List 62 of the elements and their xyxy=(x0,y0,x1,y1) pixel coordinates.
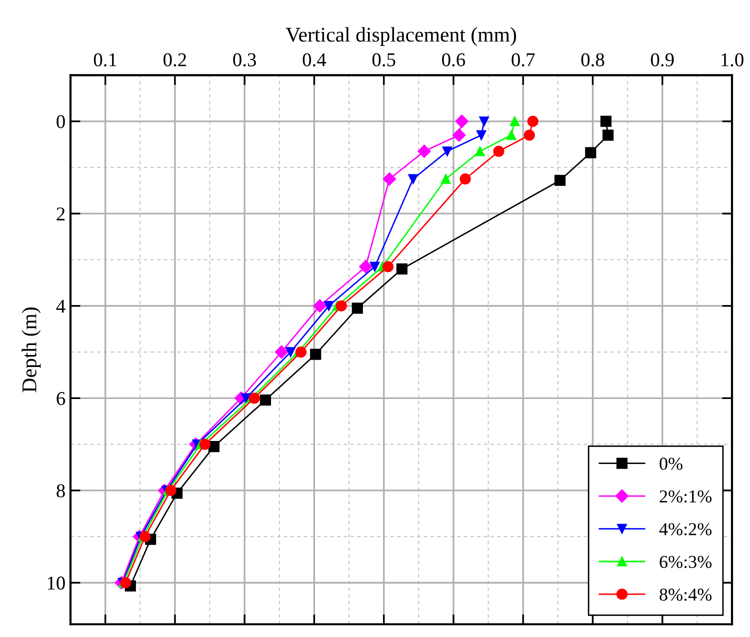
point xyxy=(336,300,347,312)
point xyxy=(475,146,485,156)
point xyxy=(370,262,380,272)
x-tick-label: 0.5 xyxy=(372,53,396,66)
y-tick-label: 2 xyxy=(56,207,65,220)
x-tick-label: 0.9 xyxy=(650,53,674,66)
point xyxy=(396,263,408,275)
y-axis-title: Depth (m) xyxy=(22,308,41,392)
x-tick-label: 0.2 xyxy=(164,53,186,66)
point xyxy=(510,116,520,126)
x-axis-title: Vertical displacement (mm) xyxy=(286,27,516,46)
y-tick-label: 4 xyxy=(56,300,66,313)
y-tick-label: 8 xyxy=(56,484,65,498)
point xyxy=(286,347,296,357)
point xyxy=(260,394,272,406)
point xyxy=(382,261,394,272)
point xyxy=(524,130,535,141)
y-tick-label: 0 xyxy=(56,115,65,128)
point xyxy=(585,147,596,158)
y-tick-label: 10 xyxy=(48,576,65,590)
point xyxy=(602,130,614,141)
x-tick-label: 0.6 xyxy=(442,53,466,66)
point xyxy=(199,438,210,450)
legend-label: 0% xyxy=(660,458,682,470)
point xyxy=(274,345,288,359)
point xyxy=(165,484,176,496)
point xyxy=(324,301,334,311)
point xyxy=(310,348,322,360)
point xyxy=(248,392,260,404)
point xyxy=(295,346,307,358)
legend-label: 4%:2% xyxy=(659,523,712,536)
point xyxy=(241,393,251,404)
point xyxy=(208,441,220,452)
point xyxy=(120,577,132,588)
point xyxy=(408,174,418,184)
x-tick-label: 0.1 xyxy=(94,53,116,66)
x-tick-label: 0.8 xyxy=(581,53,604,66)
x-tick-label: 0.7 xyxy=(512,53,535,66)
point xyxy=(359,260,372,274)
point xyxy=(554,174,566,186)
point xyxy=(313,299,326,312)
point xyxy=(352,302,363,314)
point xyxy=(382,172,396,186)
point xyxy=(506,130,516,140)
point xyxy=(442,146,452,156)
point xyxy=(479,116,489,126)
point xyxy=(440,174,451,184)
point xyxy=(418,144,431,158)
point xyxy=(527,116,538,127)
x-tick-label: 0.3 xyxy=(233,53,256,66)
legend-label: 8%:4% xyxy=(660,588,712,601)
point xyxy=(452,128,466,142)
legend-label: 6%:3% xyxy=(660,556,712,568)
x-tick-label: 1.0 xyxy=(722,53,744,66)
point xyxy=(460,173,471,185)
point xyxy=(455,114,468,128)
y-tick-label: 6 xyxy=(56,392,66,406)
legend-label: 2%:1% xyxy=(660,490,712,503)
point xyxy=(493,146,504,157)
point xyxy=(600,116,612,127)
point xyxy=(476,130,486,140)
x-tick-label: 0.4 xyxy=(302,53,326,66)
